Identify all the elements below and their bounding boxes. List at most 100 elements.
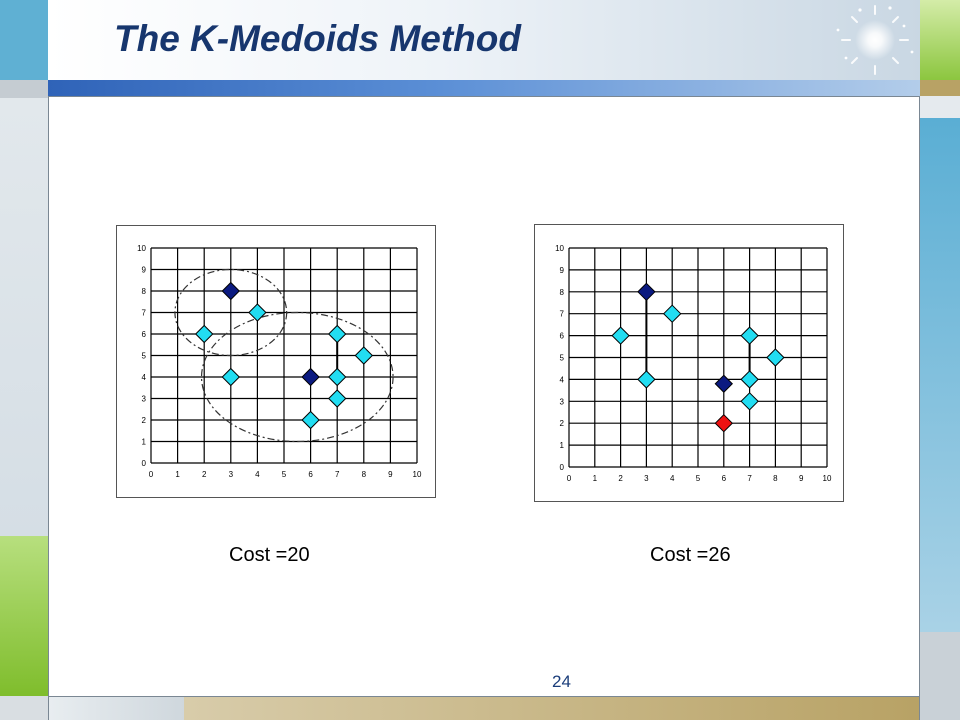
footer-band-tan — [184, 697, 919, 720]
y-tick-label: 1 — [560, 441, 565, 450]
data-point — [740, 370, 759, 389]
frame-right-pale — [920, 96, 960, 118]
x-tick-label: 5 — [282, 470, 287, 479]
x-tick-label: 1 — [175, 470, 180, 479]
x-tick-label: 2 — [202, 470, 207, 479]
chart-panel-left: 0 1 2 3 4 5 6 7 8 9 10 0 1 2 3 4 5 6 7 8 9 10 — [116, 225, 436, 498]
scatter-chart-right: 0 1 2 3 4 5 6 7 8 9 10 0 1 2 3 4 5 6 7 8 9 10 — [555, 244, 832, 483]
y-tick-label: 2 — [560, 419, 565, 428]
frame-right-tan — [920, 80, 960, 96]
y-tick-label: 4 — [142, 373, 147, 382]
x-tick-label: 8 — [362, 470, 367, 479]
frame-left-grey — [0, 80, 48, 98]
medoid-point — [714, 374, 734, 393]
data-point — [327, 324, 347, 344]
x-tick-label: 9 — [799, 474, 804, 483]
x-tick-label: 7 — [747, 474, 752, 483]
x-tick-label: 3 — [644, 474, 649, 483]
frame-right-bottom — [920, 632, 960, 720]
frame-left-bottom — [0, 696, 48, 720]
footer-divider — [48, 696, 920, 697]
y-tick-label: 3 — [142, 395, 147, 404]
data-point — [301, 410, 320, 430]
frame-right-line — [919, 0, 920, 720]
x-tick-label: 4 — [670, 474, 675, 483]
cost-label-left: Cost =20 — [229, 544, 310, 566]
frame-right-blue — [920, 118, 960, 632]
tick-labels: 0 1 2 3 4 5 6 7 8 9 10 0 1 2 3 4 5 6 7 8 9 10 — [555, 244, 832, 483]
y-tick-label: 1 — [142, 438, 147, 447]
tick-labels: 0 1 2 3 4 5 6 7 8 9 10 0 1 2 3 4 5 6 7 8 9 10 — [137, 244, 422, 479]
y-tick-label: 4 — [560, 375, 565, 384]
x-tick-label: 7 — [335, 470, 340, 479]
x-tick-label: 8 — [773, 474, 778, 483]
y-tick-label: 5 — [560, 354, 565, 363]
frame-left-line — [48, 0, 49, 720]
data-point — [740, 326, 759, 345]
data-point — [327, 389, 347, 408]
y-tick-label: 10 — [555, 244, 564, 253]
data-point — [766, 348, 785, 367]
data-point — [194, 324, 214, 344]
page-number: 24 — [552, 672, 571, 691]
data-point — [740, 392, 759, 411]
medoid-point — [637, 282, 656, 302]
data-point — [637, 370, 656, 389]
cost-label-right: Cost =26 — [650, 544, 731, 566]
x-tick-label: 5 — [696, 474, 701, 483]
slide-title: The K-Medoids Method — [114, 18, 521, 59]
grid-lines — [150, 247, 418, 464]
y-tick-label: 10 — [137, 244, 146, 253]
y-tick-label: 9 — [560, 266, 565, 275]
x-tick-label: 10 — [823, 474, 832, 483]
frame-left-green — [0, 536, 48, 696]
medoid-point — [221, 281, 241, 301]
footer-band-grey — [49, 697, 184, 720]
x-tick-label: 6 — [308, 470, 313, 479]
y-tick-label: 2 — [142, 416, 147, 425]
y-tick-label: 7 — [142, 309, 147, 318]
data-point — [354, 346, 374, 365]
chart-panel-right: 0 1 2 3 4 5 6 7 8 9 10 0 1 2 3 4 5 6 7 8 9 10 — [534, 224, 844, 502]
data-point — [611, 326, 630, 345]
y-tick-label: 6 — [142, 330, 147, 339]
y-tick-label: 8 — [142, 287, 147, 296]
data-points — [194, 281, 374, 430]
data-point — [248, 303, 267, 322]
scatter-chart-left: 0 1 2 3 4 5 6 7 8 9 10 0 1 2 3 4 5 6 7 8 9 10 — [137, 244, 422, 479]
data-points — [611, 282, 785, 433]
medoid-point — [301, 367, 320, 387]
y-tick-label: 9 — [142, 266, 147, 275]
data-point — [327, 367, 347, 387]
x-tick-label: 2 — [618, 474, 623, 483]
x-tick-label: 1 — [593, 474, 598, 483]
y-tick-label: 3 — [560, 397, 565, 406]
data-point — [662, 304, 682, 323]
data-point — [221, 367, 241, 387]
x-tick-label: 0 — [567, 474, 572, 483]
x-tick-label: 10 — [413, 470, 422, 479]
x-tick-label: 4 — [255, 470, 260, 479]
frame-right-green — [920, 0, 960, 80]
y-tick-label: 6 — [560, 332, 565, 341]
header-divider — [48, 96, 920, 97]
y-tick-label: 5 — [142, 352, 147, 361]
cluster-outline — [200, 311, 394, 443]
header-accent-bar — [48, 80, 920, 96]
x-tick-label: 0 — [149, 470, 154, 479]
y-tick-label: 0 — [142, 459, 147, 468]
x-tick-label: 6 — [722, 474, 727, 483]
frame-left-pale — [0, 98, 48, 536]
x-tick-label: 9 — [388, 470, 393, 479]
y-tick-label: 0 — [560, 463, 565, 472]
x-tick-label: 3 — [229, 470, 234, 479]
cluster-outline — [174, 268, 288, 357]
cluster-outlines — [174, 268, 394, 443]
y-tick-label: 7 — [560, 310, 565, 319]
frame-left-teal — [0, 0, 48, 80]
header-band — [48, 0, 920, 80]
y-tick-label: 8 — [560, 288, 565, 297]
grid-lines — [568, 247, 828, 468]
swap-candidate-point — [714, 413, 734, 433]
sparkle-icon — [836, 5, 914, 75]
